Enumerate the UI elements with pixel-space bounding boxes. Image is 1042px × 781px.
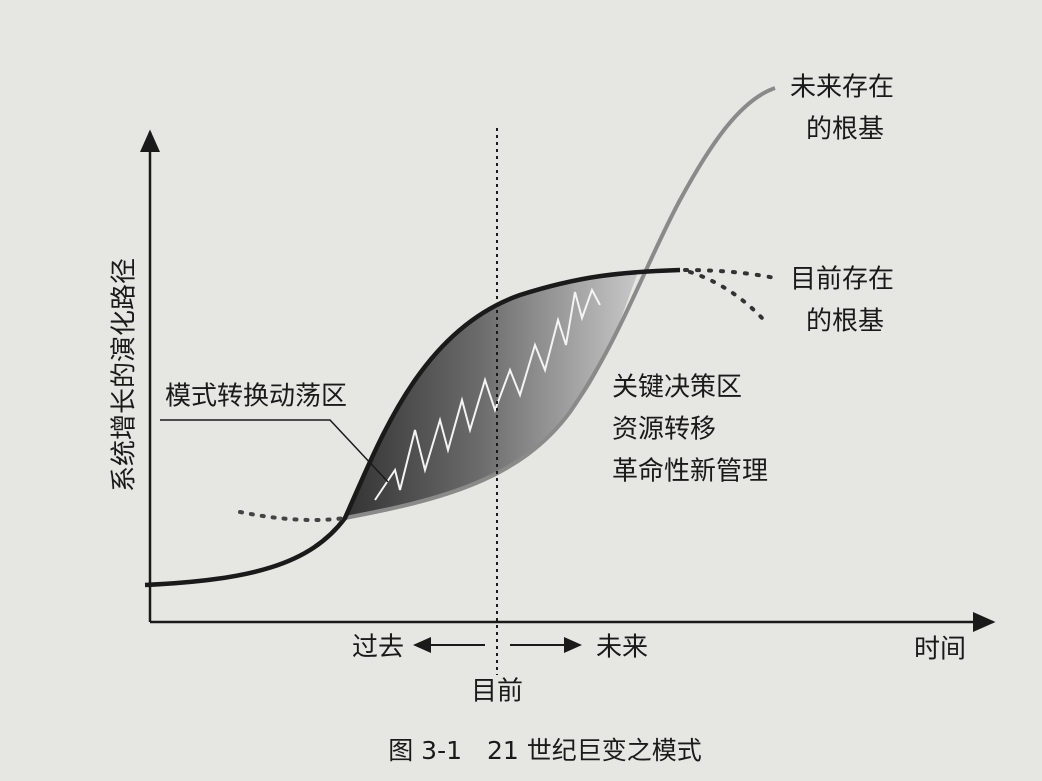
- past-label: 过去: [352, 633, 404, 663]
- current-foundation-label: 目前存在: [790, 265, 894, 295]
- future-label: 未来: [596, 633, 648, 663]
- leader-line: [160, 419, 389, 483]
- past-dots: [238, 510, 347, 522]
- present-label: 目前: [471, 677, 523, 707]
- current-extension: [683, 268, 777, 280]
- future-foundation-label: 的根基: [806, 115, 884, 145]
- decision-zone-line: 资源转移: [612, 415, 716, 445]
- decision-zone-line: 革命性新管理: [612, 457, 768, 487]
- future-curve: [344, 86, 776, 520]
- current-curve: [144, 267, 681, 588]
- decision-zone-line: 关键决策区: [612, 373, 742, 403]
- y-axis-label: 系统增长的演化路径: [110, 258, 140, 492]
- caption: 图 3-1 21 世纪巨变之模式: [388, 736, 702, 765]
- zone-label: 模式转换动荡区: [165, 382, 347, 412]
- turbulence-line: [374, 287, 601, 501]
- x-axis-label: 时间: [914, 635, 966, 665]
- current-foundation-label: 的根基: [806, 307, 884, 337]
- future-foundation-label: 未来存在: [790, 73, 894, 103]
- turbulence-zone: [345, 272, 638, 518]
